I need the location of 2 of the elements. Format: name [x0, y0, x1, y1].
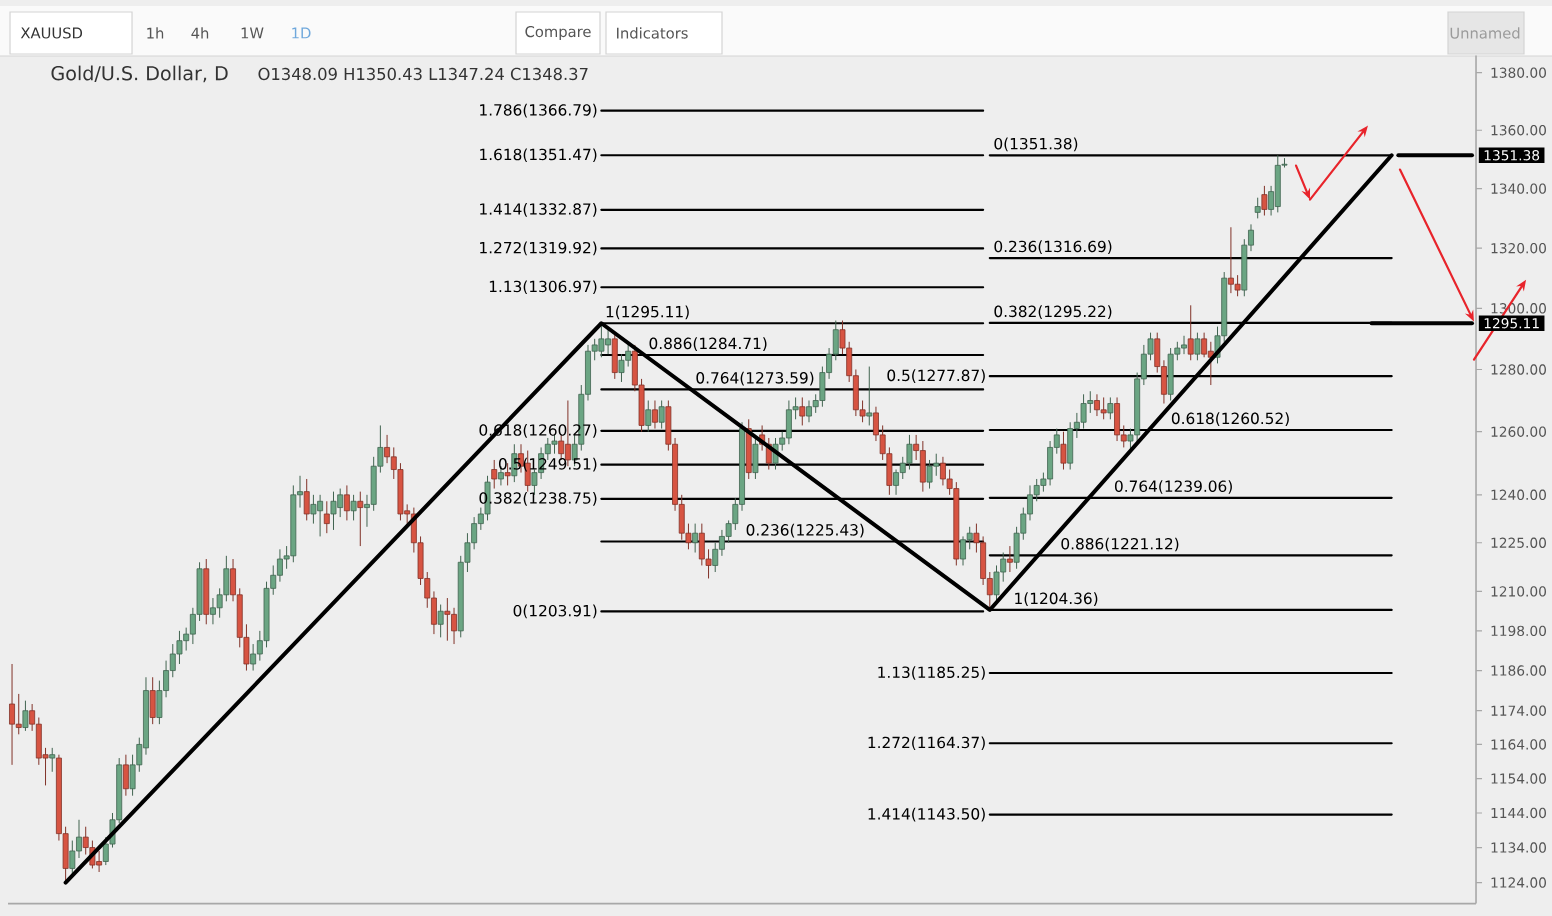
text: O1348.09 H1350.43 L1347.24 C1348.37	[258, 67, 588, 81]
chart-title: Gold/U.S. Dollar, D	[51, 65, 228, 83]
